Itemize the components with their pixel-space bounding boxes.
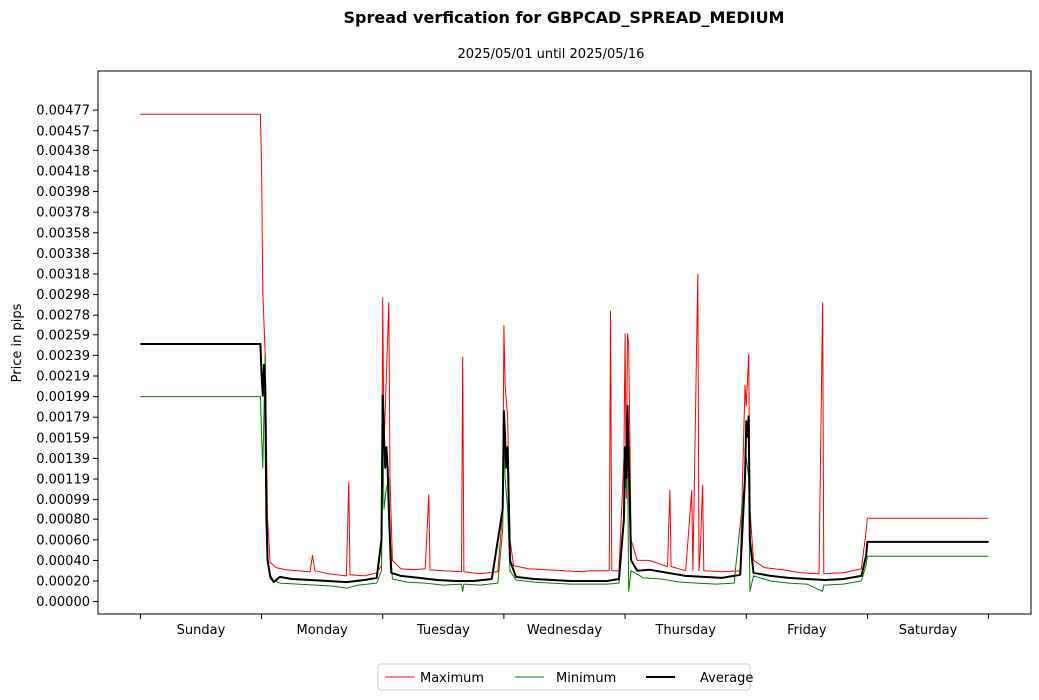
y-tick-label: 0.00139: [36, 452, 90, 467]
series-line-average: [140, 343, 989, 584]
y-tick-label: 0.00219: [36, 369, 90, 384]
x-tick-label: Tuesday: [416, 623, 470, 638]
y-tick-label: 0.00020: [36, 575, 90, 590]
x-axis-ticks: Sunday Monday Tuesday Wednesday Thursday Frid…: [139, 614, 990, 638]
series-line-maximum: [140, 113, 989, 577]
y-tick-label: 0.00298: [36, 288, 90, 303]
y-tick-label: 0.00318: [36, 267, 90, 282]
chart-subtitle: 2025/05/01 until 2025/05/16: [458, 47, 645, 62]
y-tick-label: 0.00099: [36, 493, 90, 508]
series-layer: [140, 113, 989, 592]
y-tick-label: 0.00438: [36, 144, 90, 159]
y-tick-label: 0.00060: [36, 533, 90, 548]
y-tick-label: 0.00179: [36, 411, 90, 426]
y-tick-label: 0.00000: [36, 595, 90, 610]
legend-box: [377, 663, 751, 691]
y-tick-label: 0.00398: [36, 185, 90, 200]
y-tick-label: 0.00199: [36, 390, 90, 405]
plot-frame: [97, 70, 1032, 615]
y-tick-label: 0.00418: [36, 164, 90, 179]
y-tick-label: 0.00358: [36, 226, 90, 241]
chart-title: Spread verfication for GBPCAD_SPREAD_MED…: [344, 8, 785, 27]
series-line-minimum: [140, 353, 989, 592]
y-tick-label: 0.00080: [36, 513, 90, 528]
x-tick-label: Friday: [787, 623, 827, 638]
x-tick-label: Sunday: [177, 623, 226, 638]
y-tick-label: 0.00278: [36, 309, 90, 324]
x-tick-label: Wednesday: [527, 623, 603, 638]
legend: Maximum Minimum Average: [377, 663, 753, 691]
y-axis-ticks: 0.00000 0.00020 0.00040 0.00060 0.00080 0.000…: [36, 104, 98, 610]
y-tick-label: 0.00338: [36, 247, 90, 262]
y-tick-label: 0.00378: [36, 206, 90, 221]
legend-label-minimum: Minimum: [556, 671, 616, 686]
x-tick-label: Thursday: [654, 623, 716, 638]
y-tick-label: 0.00040: [36, 554, 90, 569]
y-axis-label: Price in pips: [10, 303, 25, 382]
x-tick-label: Monday: [296, 623, 348, 638]
legend-label-maximum: Maximum: [420, 671, 484, 686]
y-tick-label: 0.00457: [36, 124, 90, 139]
y-tick-label: 0.00239: [36, 349, 90, 364]
y-tick-label: 0.00119: [36, 473, 90, 488]
y-tick-label: 0.00159: [36, 431, 90, 446]
y-tick-label: 0.00477: [36, 104, 90, 119]
legend-label-average: Average: [700, 671, 753, 686]
x-tick-label: Saturday: [899, 623, 958, 638]
y-tick-label: 0.00259: [36, 328, 90, 343]
